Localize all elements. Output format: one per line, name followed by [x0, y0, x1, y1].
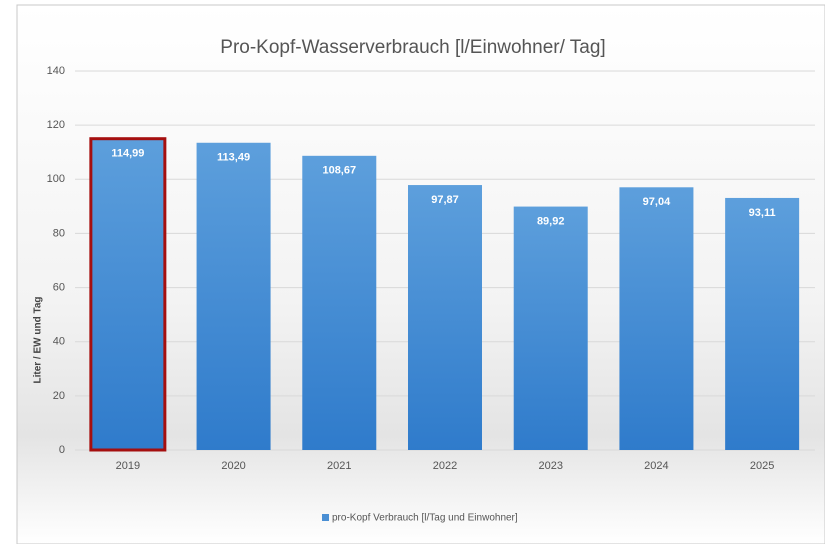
data-label: 114,99 — [111, 148, 144, 160]
x-tick-label: 2019 — [116, 460, 140, 472]
x-tick-label: 2023 — [538, 460, 562, 472]
y-tick-label: 140 — [47, 65, 65, 77]
y-tick-label: 60 — [53, 281, 65, 293]
x-tick-label: 2022 — [433, 460, 457, 472]
data-label: 89,92 — [537, 215, 565, 227]
y-tick-label: 0 — [59, 444, 65, 456]
data-label: 108,67 — [322, 165, 356, 177]
data-label: 93,11 — [749, 207, 776, 219]
x-tick-label: 2024 — [644, 460, 668, 472]
y-tick-label: 40 — [53, 336, 65, 348]
bar — [89, 137, 167, 452]
data-label: 97,87 — [431, 194, 459, 206]
bar — [513, 206, 588, 450]
y-tick-label: 100 — [47, 173, 65, 185]
y-tick-label: 20 — [53, 390, 65, 402]
x-tick-label: 2025 — [750, 460, 774, 472]
bar — [408, 185, 482, 450]
bar — [196, 142, 271, 450]
x-tick-label: 2020 — [221, 460, 245, 472]
y-tick-label: 120 — [47, 119, 65, 131]
legend-swatch — [322, 514, 329, 521]
bar — [725, 197, 800, 450]
y-tick-label: 80 — [53, 227, 65, 239]
legend-label: pro-Kopf Verbrauch [l/Tag und Einwohner] — [332, 513, 518, 524]
data-label: 113,49 — [217, 152, 250, 164]
bar — [619, 187, 694, 450]
bar — [302, 155, 377, 450]
y-axis-label: Liter / EW und Tag — [33, 296, 44, 383]
x-tick-label: 2021 — [327, 460, 351, 472]
data-label: 97,04 — [643, 196, 671, 208]
chart-title: Pro-Kopf-Wasserverbrauch [l/Einwohner/ T… — [220, 37, 605, 58]
